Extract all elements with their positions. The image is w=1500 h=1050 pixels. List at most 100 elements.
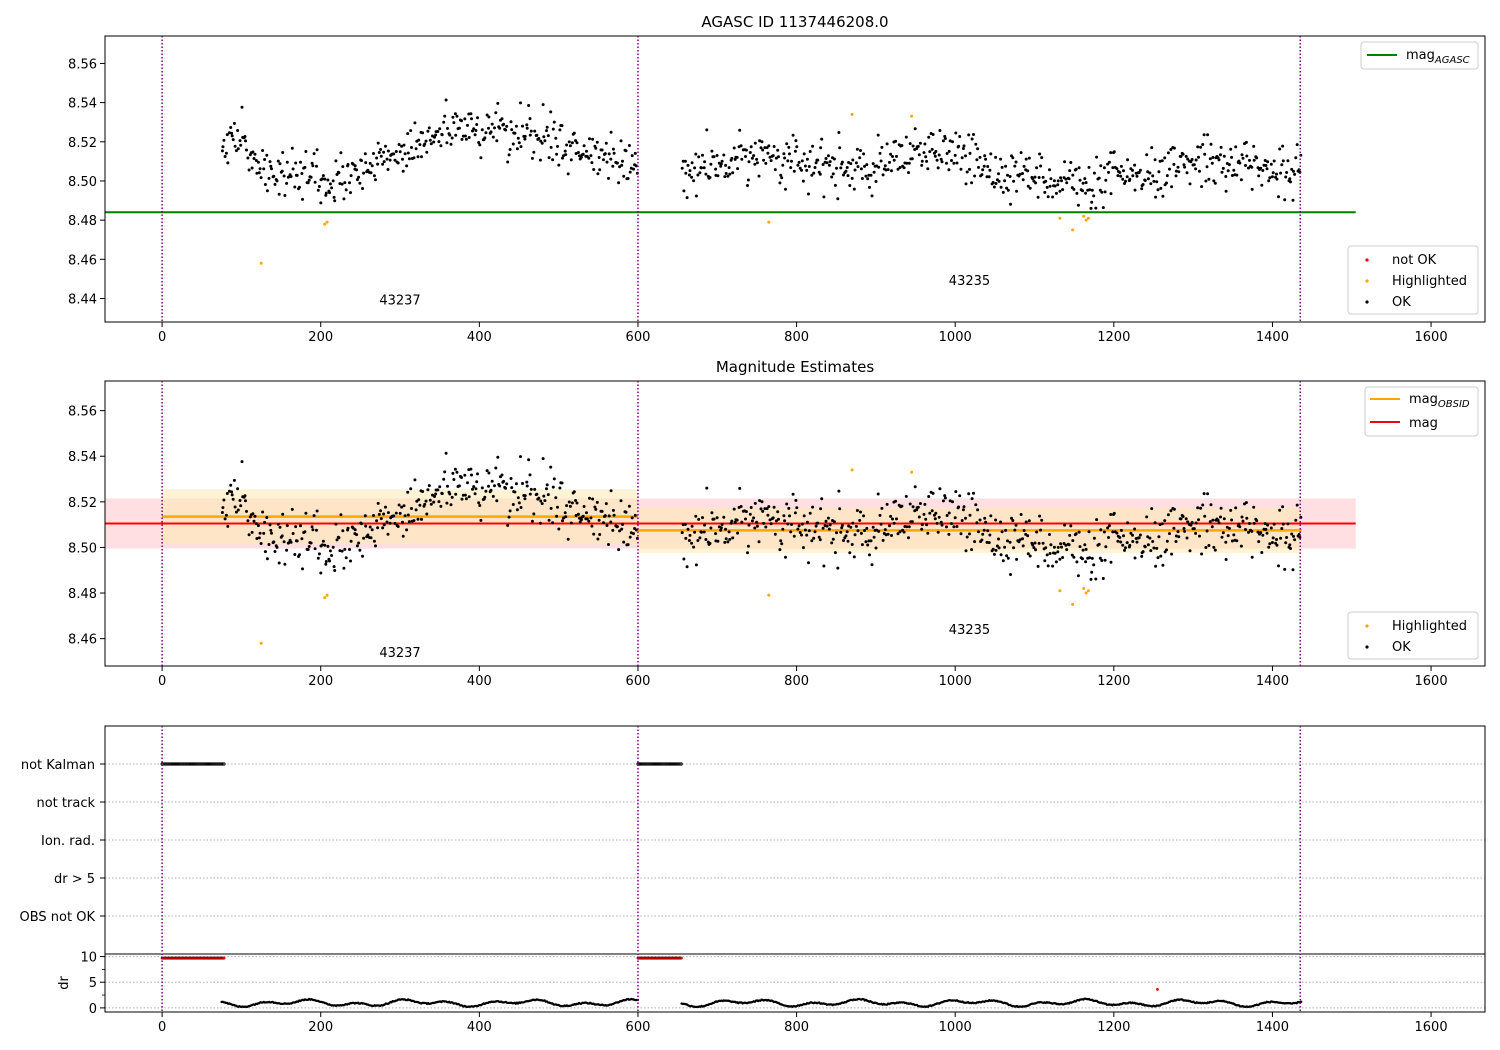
- ok-point: [907, 536, 910, 540]
- ok-point: [738, 128, 742, 132]
- ok-point: [854, 524, 858, 528]
- ok-point: [1081, 557, 1084, 561]
- ok-point: [1269, 526, 1273, 530]
- ok-point: [972, 491, 975, 495]
- ok-point: [311, 528, 315, 532]
- ok-point: [366, 533, 370, 537]
- ok-point: [842, 173, 845, 177]
- ok-point: [916, 505, 920, 509]
- ok-point: [1239, 544, 1243, 548]
- ok-point: [349, 191, 352, 195]
- ok-point: [1250, 529, 1254, 533]
- ok-point: [801, 179, 805, 183]
- ok-point: [967, 492, 971, 496]
- ok-point: [1247, 166, 1250, 170]
- ok-point: [542, 494, 546, 498]
- not-kalman-point: [195, 762, 199, 766]
- ok-point: [291, 532, 295, 535]
- ok-point: [1100, 190, 1104, 194]
- ok-point: [1090, 570, 1094, 574]
- ok-point: [270, 167, 273, 171]
- dr-outlier-point: [1156, 988, 1159, 991]
- ok-point: [484, 131, 488, 135]
- ok-point: [576, 151, 580, 154]
- ok-point: [1201, 143, 1205, 146]
- ok-point: [541, 103, 545, 107]
- ok-point: [1040, 518, 1044, 522]
- ok-point: [1279, 171, 1283, 175]
- ok-point: [282, 540, 286, 544]
- ok-point: [712, 155, 716, 159]
- ok-point: [808, 150, 812, 153]
- ok-point: [1278, 147, 1282, 151]
- ok-point: [551, 521, 555, 525]
- ok-point: [708, 176, 712, 179]
- ok-point: [1067, 177, 1071, 181]
- ok-point: [698, 171, 702, 175]
- ok-point: [600, 509, 604, 513]
- ok-point: [983, 154, 987, 158]
- not-kalman-point: [677, 762, 681, 766]
- ok-point: [303, 530, 307, 534]
- ok-point: [773, 168, 777, 172]
- flags-scatter: [160, 762, 683, 766]
- ok-point: [295, 539, 299, 543]
- ok-point: [337, 536, 341, 540]
- ok-point: [448, 133, 452, 137]
- ok-point: [453, 467, 457, 471]
- ok-point: [947, 149, 951, 153]
- highlighted-point: [1084, 591, 1088, 595]
- ok-point: [1000, 530, 1004, 534]
- ok-point: [719, 526, 723, 530]
- ok-point: [417, 498, 421, 502]
- ok-point: [1101, 577, 1105, 580]
- ok-point: [476, 116, 479, 120]
- ok-point: [514, 482, 518, 486]
- not-kalman-point: [644, 762, 648, 766]
- ok-point: [869, 173, 873, 177]
- ok-point: [386, 149, 390, 153]
- ok-point: [627, 144, 631, 147]
- ok-point: [529, 487, 533, 491]
- ok-point: [974, 142, 978, 146]
- ok-point: [358, 548, 362, 552]
- ok-point: [938, 487, 942, 491]
- ok-point: [258, 531, 262, 535]
- ok-point: [1252, 144, 1256, 148]
- ok-point: [697, 517, 701, 521]
- ok-point: [1181, 515, 1185, 518]
- ok-point: [233, 505, 237, 509]
- ok-point: [455, 114, 459, 118]
- ok-point: [1227, 526, 1231, 530]
- not-kalman-point: [221, 762, 225, 766]
- ok-point: [833, 551, 837, 555]
- ok-point: [261, 149, 265, 152]
- not-kalman-point: [207, 762, 212, 766]
- ok-point: [630, 154, 634, 158]
- ok-point: [902, 166, 906, 170]
- ok-point: [1152, 546, 1156, 550]
- ok-point: [265, 557, 269, 561]
- ok-point: [947, 532, 951, 536]
- ok-point: [306, 181, 310, 185]
- ok-point: [581, 514, 585, 518]
- ok-point: [904, 135, 908, 139]
- ok-point: [343, 181, 347, 185]
- ok-point: [710, 511, 714, 515]
- ok-point: [321, 174, 325, 178]
- ok-point: [410, 146, 413, 149]
- ok-point: [300, 172, 304, 175]
- ok-point: [231, 497, 235, 501]
- ok-point: [611, 147, 615, 151]
- ok-point: [1102, 166, 1106, 170]
- ok-point: [1222, 154, 1226, 158]
- ok-point: [429, 142, 433, 146]
- ok-point: [739, 505, 743, 508]
- ok-point: [749, 145, 753, 149]
- ok-point: [1217, 158, 1221, 162]
- ok-point: [801, 546, 805, 550]
- ok-point: [269, 164, 273, 168]
- ok-point: [1284, 541, 1288, 545]
- ok-point: [372, 514, 375, 517]
- ok-legend-label-2: OK: [1392, 640, 1411, 655]
